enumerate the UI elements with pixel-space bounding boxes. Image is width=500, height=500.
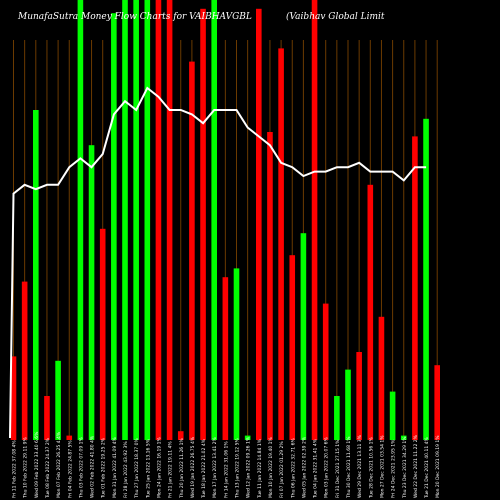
money-flow-bar [389, 391, 396, 440]
money-flow-bar [211, 0, 217, 440]
x-axis-tick-label: Thu 13 Jan 2022 19.12 5% [235, 438, 241, 499]
money-flow-bar [33, 110, 39, 440]
money-flow-bar [88, 145, 95, 440]
money-flow-bar [177, 431, 184, 440]
money-flow-bar [233, 268, 240, 440]
x-axis-tick-label: Wed 22 Dec 2021 11.22 2% [413, 434, 419, 498]
money-flow-bar [155, 0, 162, 440]
money-flow-bar [423, 118, 429, 441]
money-flow-bar [77, 0, 84, 440]
money-flow-bar [345, 369, 351, 440]
money-flow-bar [66, 435, 73, 440]
x-axis-tick-label: Fri 04 Feb 2022 24.87 5% [67, 440, 73, 498]
money-flow-bar [434, 365, 440, 440]
money-flow-bar [412, 136, 418, 440]
x-axis-tick-label: Fri 14 Jan 2022 31.06 1% [223, 441, 229, 498]
x-axis-tick-label: Mon 24 Jan 2022 16.19 1% [156, 436, 162, 498]
x-axis-tick-label: Mon 20 Dec 2021 09.19 1% [435, 435, 441, 498]
x-axis-tick-label: Fri 31 Dec 2021 27.15 1% [335, 439, 341, 498]
x-axis-tick-label: Fri 07 Jan 2022 01.29 2% [279, 441, 285, 498]
money-flow-bar [111, 13, 117, 440]
money-flow-bar [10, 356, 17, 440]
money-flow-bar [21, 281, 28, 440]
x-axis-tick-label: Mon 17 Jan 2022 13.41 2% [212, 436, 218, 498]
x-axis-tick-label: Mon 03 Jan 2022 20.07 6% [324, 436, 330, 498]
x-axis-tick-label: Wed 09 Feb 2022 33.40 6.6% [34, 431, 40, 498]
money-flow-bar [278, 48, 284, 441]
x-axis-tick-label: Fri 28 Jan 2022 43.92 3% [123, 441, 129, 498]
money-flow-bar [267, 132, 273, 440]
x-axis-tick-label: Tue 04 Jan 2022 31.41 4% [313, 438, 319, 499]
x-axis-tick-label: Thu 06 Jan 2022 32.71 6% [290, 438, 296, 499]
x-axis-tick-label: Fri 11 Feb 2022 37.08 4% [12, 440, 18, 498]
chart-title: MunafaSutra Money Flow Charts for VAIBHA… [18, 12, 252, 22]
x-axis-tick-label: Wed 29 Dec 2021 13.11 3% [357, 434, 363, 498]
x-axis-tick-label: Tue 11 Jan 2022 14.84 1% [257, 438, 263, 499]
x-axis-tick-label: Wed 02 Feb 2022 41.80 4% [90, 435, 96, 498]
x-axis-tick-label: Wed 19 Jan 2022 26.75 4% [190, 436, 196, 498]
x-axis-tick-label: Tue 28 Dec 2021 10.56 1% [368, 437, 374, 499]
x-axis-tick-label: Mon 07 Feb 2022 26.25 4.4% [56, 431, 62, 498]
x-axis-tick-label: Thu 23 Dec 2021 34.29 1% [402, 436, 408, 499]
money-flow-bar [122, 0, 128, 440]
money-flow-bar [144, 0, 151, 440]
money-flow-bar [256, 8, 262, 441]
x-axis-tick-label: Mon 10 Jan 2022 19.40 1% [268, 436, 274, 498]
money-flow-bar [55, 360, 61, 440]
x-axis-tick-label: Fri 21 Jan 2022 19.11 4% [168, 441, 174, 498]
money-flow-line [9, 86, 427, 439]
money-flow-bar [200, 8, 206, 441]
money-flow-bar [99, 228, 106, 440]
money-flow-bar [334, 396, 340, 440]
money-flow-bar [44, 396, 50, 440]
money-flow-bar [367, 184, 374, 440]
money-flow-bar [244, 435, 251, 440]
x-axis-tick-label: Thu 10 Feb 2022 29.11 9% [23, 437, 29, 499]
x-axis-tick-label: Thu 30 Dec 2021 11.68 1% [346, 436, 352, 499]
x-axis-tick-label: Mon 31 Jan 2022 41.09 4% [112, 436, 118, 498]
money-flow-bar [133, 0, 139, 440]
x-axis-tick-label: Wed 12 Jan 2022 09.26 1% [246, 436, 252, 498]
money-flow-bar [300, 233, 307, 440]
x-axis-tick-label: Tue 21 Dec 2021 40.11 4% [424, 437, 430, 499]
money-flow-bar [222, 277, 229, 440]
x-axis-tick-label: Mon 27 Dec 2021 03.54 1% [379, 435, 385, 498]
x-axis-tick-label: Tue 08 Feb 2022 24.37 2% [45, 437, 51, 499]
money-flow-bar [311, 0, 318, 440]
money-flow-bar [378, 316, 385, 440]
x-axis-tick-label: Thu 20 Jan 2022 11.26 1% [179, 438, 185, 499]
money-flow-bar [166, 0, 173, 440]
x-axis-tick-label: Tue 18 Jan 2022 21.02 4% [201, 438, 207, 499]
money-flow-bar [356, 352, 362, 440]
money-flow-bars [10, 0, 440, 441]
x-axis-tick-label: Fri 24 Dec 2021 23.95 1% [391, 439, 397, 498]
money-flow-bar [400, 435, 407, 440]
x-axis-labels: Fri 11 Feb 2022 37.08 4% Thu 10 Feb 2022 … [12, 431, 442, 499]
x-axis-tick-label: Thu 27 Jan 2022 18.37 0% [134, 438, 140, 499]
x-axis-tick-label: Wed 05 Jan 2022 02.39 2% [301, 436, 307, 498]
chart-title-company: (Vaibhav Global Limit [286, 12, 385, 22]
x-axis-tick-label: Thu 03 Feb 2022 07.09 1% [78, 437, 84, 499]
money-flow-bar [189, 61, 195, 440]
x-axis-tick-label: Tue 01 Feb 2022 19.25 2% [101, 437, 107, 499]
money-flow-bar [289, 255, 296, 440]
money-flow-bar [322, 303, 329, 440]
x-axis-tick-label: Tue 25 Jan 2022 13.16 5% [145, 438, 151, 499]
